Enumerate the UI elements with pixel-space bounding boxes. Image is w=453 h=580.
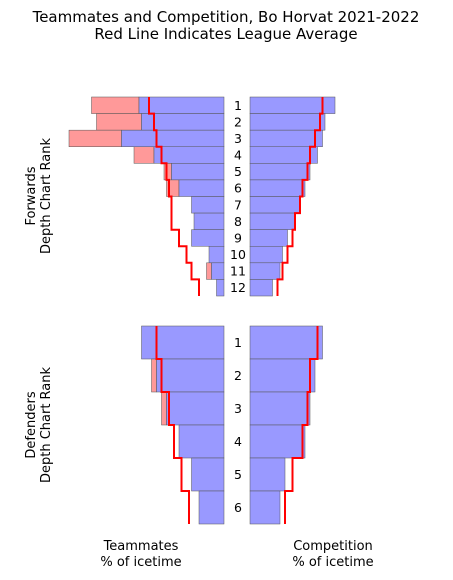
forwards-competition-bar [249, 212, 296, 230]
forwards-teammates-excess-bar [68, 129, 122, 148]
defenders-rank-label: 2 [234, 368, 242, 383]
defenders-competition-bar [249, 391, 311, 426]
forwards-rank-label: 2 [234, 114, 242, 129]
chart-title: Teammates and Competition, Bo Horvat 202… [32, 8, 420, 26]
forwards-teammates-excess-bar [91, 96, 140, 114]
competition-x-label-2: % of icetime [292, 555, 373, 570]
defenders-teammates-bar [141, 325, 225, 360]
defenders-competition-bar [249, 424, 306, 459]
forwards-rank-label: 9 [234, 230, 242, 245]
defenders-teammates-bar [156, 358, 225, 393]
defenders-competition-bar [249, 325, 323, 360]
forwards-teammates-bar [171, 163, 225, 181]
defenders-y-label-2: Depth Chart Rank [39, 367, 54, 484]
competition-x-label-1: Competition [293, 539, 373, 554]
forwards-competition-bar [249, 229, 288, 247]
forwards-rank-label: 5 [234, 164, 242, 179]
defenders-teammates-bar [191, 457, 225, 492]
forwards-competition-bar [249, 262, 281, 280]
forwards-competition-bar [249, 279, 273, 297]
defenders-panel: 1 2 3 4 5 6 [141, 325, 323, 525]
forwards-teammates-bar [216, 279, 225, 297]
defenders-teammates-excess-bar [151, 358, 157, 393]
forwards-teammates-bar [121, 129, 225, 148]
defenders-teammates-bar [198, 490, 225, 525]
defenders-competition-bar [249, 490, 281, 525]
forwards-competition-bar [249, 196, 301, 214]
forwards-teammates-excess-bar [206, 262, 212, 280]
forwards-teammates-excess-bar [163, 163, 172, 181]
defenders-rank-label: 4 [234, 434, 242, 449]
forwards-competition-bar [249, 179, 306, 197]
chart-subtitle: Red Line Indicates League Average [94, 25, 357, 43]
defenders-y-label-1: Defenders [24, 391, 39, 458]
defenders-teammates-bar [178, 424, 225, 459]
forwards-teammates-bar [191, 196, 225, 214]
forwards-teammates-excess-bar [96, 113, 142, 131]
forwards-teammates-bar [153, 146, 225, 164]
defenders-competition-league-avg-line [284, 326, 319, 524]
forwards-competition-bar [249, 146, 318, 164]
forwards-rank-label: 1 [234, 98, 242, 113]
forwards-rank-label: 7 [234, 197, 242, 212]
defenders-rank-label: 6 [234, 500, 242, 515]
teammates-x-label-1: Teammates [103, 539, 179, 554]
forwards-teammates-bar [193, 212, 225, 230]
forwards-rank-label: 8 [234, 214, 242, 229]
forwards-teammates-league-avg-line [148, 97, 200, 296]
forwards-rank-label: 12 [230, 280, 246, 295]
forwards-teammates-bar [208, 246, 225, 264]
forwards-y-label-1: Forwards [24, 166, 39, 225]
defenders-rank-label: 3 [234, 401, 242, 416]
defenders-teammates-league-avg-line [155, 326, 190, 524]
defenders-competition-bar [249, 358, 316, 393]
forwards-rank-label: 10 [230, 247, 246, 262]
defenders-rank-label: 5 [234, 467, 242, 482]
forwards-rank-label: 11 [230, 264, 246, 279]
forwards-rank-label: 4 [234, 148, 242, 163]
teammates-x-label-2: % of icetime [100, 555, 181, 570]
defenders-rank-label: 1 [234, 335, 242, 350]
forwards-teammates-excess-bar [133, 146, 155, 164]
defenders-competition-bar [249, 457, 286, 492]
forwards-teammates-bar [178, 179, 225, 197]
forwards-rank-label: 6 [234, 181, 242, 196]
forwards-rank-label: 3 [234, 131, 242, 146]
forwards-teammates-bar [138, 96, 225, 114]
forwards-competition-bar [249, 129, 323, 148]
forwards-teammates-bar [191, 229, 225, 247]
defenders-teammates-excess-bar [161, 391, 167, 426]
forwards-competition-league-avg-line [276, 97, 324, 296]
forwards-competition-bar [249, 163, 311, 181]
forwards-competition-bar [249, 246, 283, 264]
forwards-competition-bar [249, 113, 326, 131]
defenders-teammates-bar [166, 391, 225, 426]
forwards-teammates-bar [211, 262, 225, 280]
forwards-y-label-2: Depth Chart Rank [39, 138, 54, 255]
